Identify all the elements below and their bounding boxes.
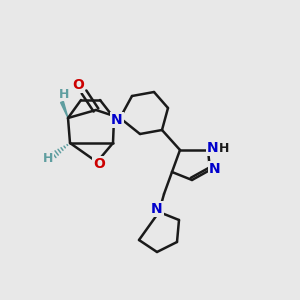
Text: N: N	[209, 162, 221, 176]
Polygon shape	[61, 101, 68, 118]
Text: O: O	[93, 157, 105, 171]
Text: H: H	[43, 152, 53, 166]
Text: O: O	[72, 78, 84, 92]
Text: H: H	[219, 142, 229, 154]
Text: N: N	[207, 141, 219, 155]
Text: N: N	[111, 113, 123, 127]
Text: N: N	[151, 202, 163, 216]
Text: H: H	[59, 88, 69, 100]
